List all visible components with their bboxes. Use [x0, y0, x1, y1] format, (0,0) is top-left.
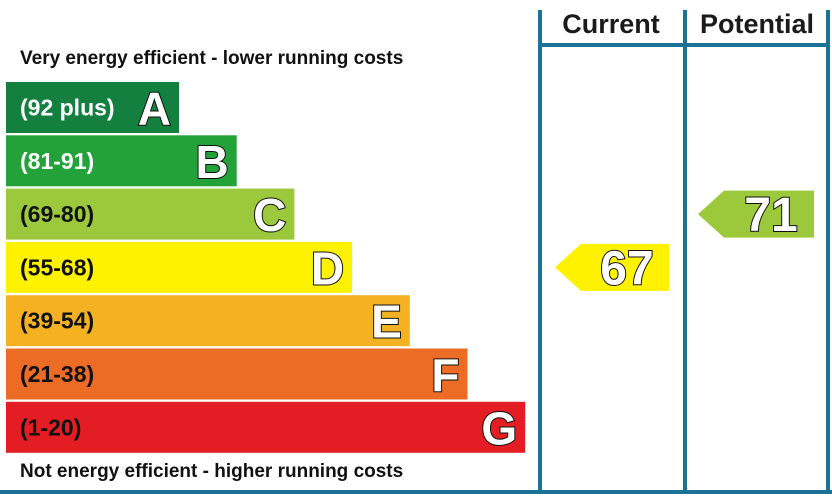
- band-bar-f: [6, 348, 468, 400]
- band-letter: C: [253, 189, 286, 241]
- band-f: (21-38) F: [6, 348, 468, 402]
- potential-rating: 71: [698, 188, 814, 243]
- potential-column-header: Potential: [700, 9, 814, 39]
- band-range-label: (81-91): [20, 148, 94, 174]
- band-bar-b: [6, 135, 237, 187]
- current-rating-value: 67: [600, 242, 653, 295]
- band-bar-a: [6, 82, 179, 133]
- band-letter: E: [371, 296, 402, 348]
- current-column-header: Current: [562, 9, 660, 39]
- band-bars: (92 plus) A(81-91) B(69-80) C(55-68) D(39-54…: [6, 82, 526, 455]
- rating-arrows: 67 71: [555, 188, 814, 296]
- band-letter: D: [311, 242, 344, 294]
- band-range-label: (39-54): [20, 308, 94, 334]
- current-rating: 67: [555, 241, 669, 296]
- band-letter: F: [431, 349, 459, 401]
- band-letter: G: [481, 402, 517, 454]
- band-a: (92 plus) A: [6, 82, 179, 136]
- potential-rating-arrow: [698, 190, 814, 238]
- band-d: (55-68) D: [6, 241, 353, 295]
- band-g: (1-20) G: [6, 401, 526, 455]
- band-range-label: (21-38): [20, 361, 94, 387]
- current-rating-arrow: [555, 243, 669, 291]
- frame: [0, 10, 832, 494]
- band-letter: B: [195, 136, 228, 188]
- potential-rating-value: 71: [744, 189, 797, 242]
- band-range-label: (55-68): [20, 254, 94, 280]
- band-letter: A: [138, 83, 171, 135]
- bottom-caption: Not energy efficient - higher running co…: [20, 461, 403, 482]
- band-e: (39-54) E: [6, 295, 410, 349]
- band-c: (69-80) C: [6, 188, 295, 242]
- band-bar-e: [6, 295, 410, 347]
- band-bar-c: [6, 188, 295, 240]
- band-range-label: (69-80): [20, 201, 94, 227]
- band-b: (81-91) B: [6, 135, 237, 189]
- band-range-label: (92 plus): [20, 95, 115, 121]
- band-range-label: (1-20): [20, 414, 81, 440]
- band-bar-d: [6, 241, 353, 293]
- top-caption: Very energy efficient - lower running co…: [20, 48, 403, 69]
- band-bar-g: [6, 401, 526, 453]
